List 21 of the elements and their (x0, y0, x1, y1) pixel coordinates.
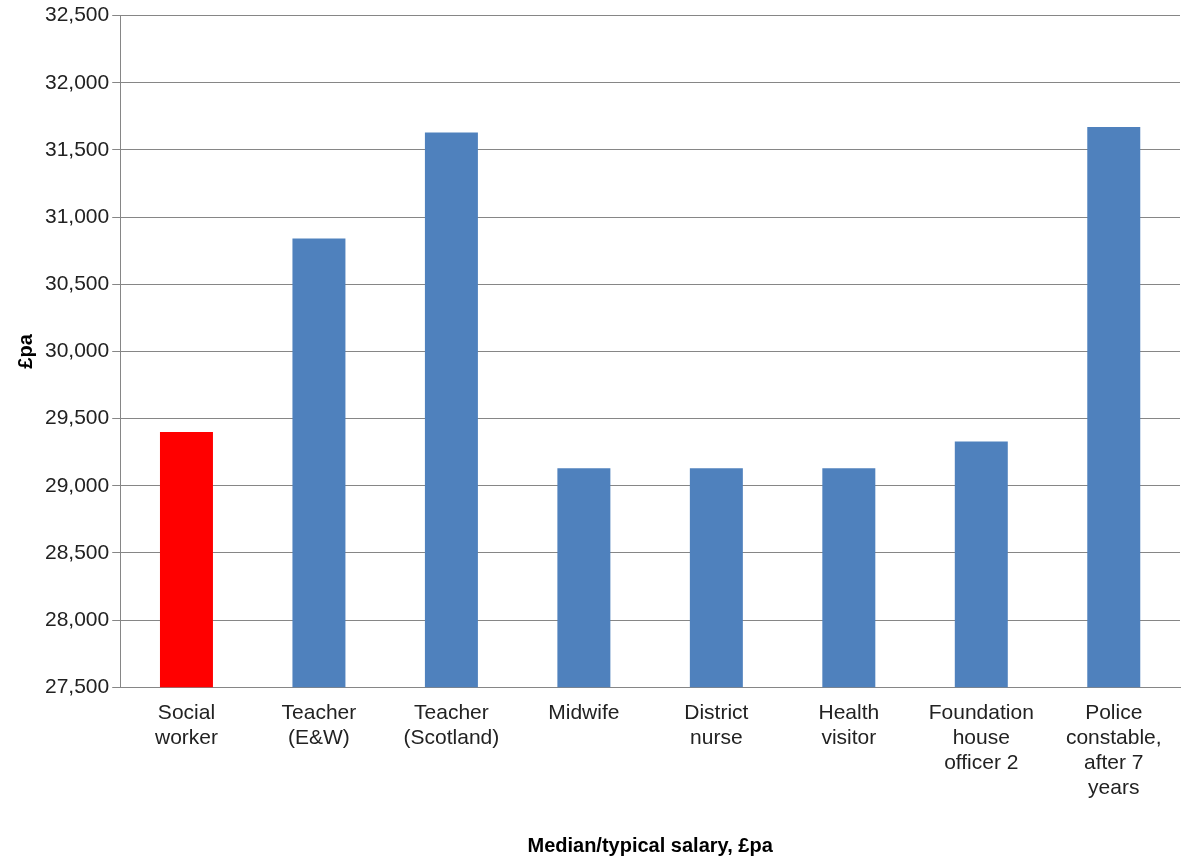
y-tick-label: 32,000 (45, 69, 110, 93)
x-tick-label: Health visitor (818, 699, 880, 748)
y-axis-title: £pa (13, 333, 36, 369)
y-tick-label: 28,000 (45, 606, 110, 630)
x-axis-title: Median/typical salary, £pa (527, 833, 774, 856)
y-tick-label: 31,000 (45, 203, 110, 227)
y-tick-label: 29,000 (45, 472, 110, 496)
x-tick-label: Teacher (E&W) (281, 699, 357, 748)
x-tick-label: District nurse (684, 699, 749, 748)
y-tick-label: 31,500 (45, 136, 110, 160)
x-tick-label: Teacher (Scotland) (403, 699, 500, 748)
y-tick-label: 30,000 (45, 338, 110, 362)
x-tick-label: Midwife (548, 699, 620, 723)
y-tick-label: 27,500 (45, 674, 110, 697)
y-tick-label: 28,500 (45, 539, 110, 563)
x-tick-label: Police constable, after 7 years (1065, 699, 1162, 799)
y-tick-label: 30,500 (45, 271, 110, 295)
y-tick-label: 29,500 (45, 405, 110, 429)
x-tick-label: Social worker (153, 699, 218, 748)
y-tick-label: 32,500 (45, 2, 110, 26)
x-tick-label: Foundation house officer 2 (928, 699, 1034, 773)
